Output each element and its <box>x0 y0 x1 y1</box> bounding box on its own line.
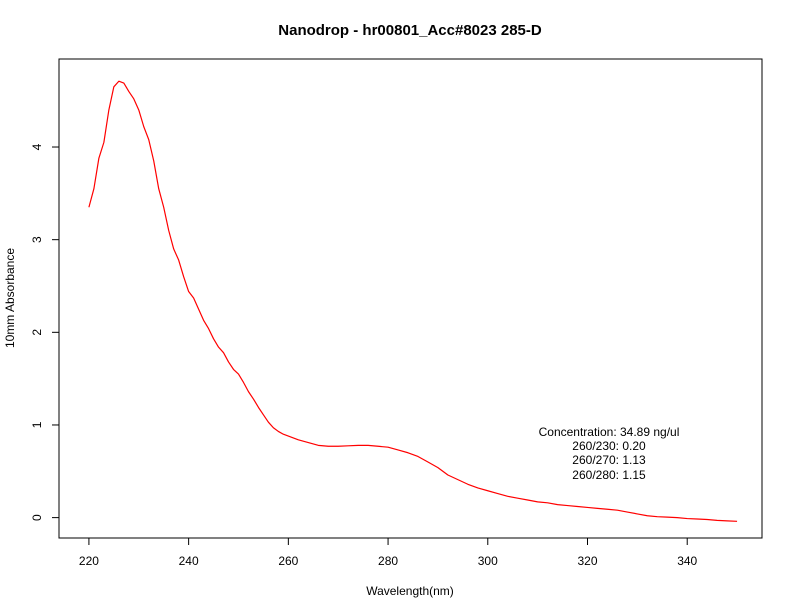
annotation-ratio-260-280: 260/280: 1.15 <box>572 468 646 482</box>
absorbance-series-line <box>88 80 738 522</box>
x-tick-label: 260 <box>278 554 298 568</box>
x-tick-label: 220 <box>79 554 99 568</box>
y-axis: 0 1 2 3 4 <box>30 143 60 521</box>
y-tick-label: 3 <box>30 236 44 243</box>
annotation-ratio-260-230: 260/230: 0.20 <box>572 439 646 453</box>
chart-title: Nanodrop - hr00801_Acc#8023 285-D <box>278 22 542 39</box>
x-axis-label: Wavelength(nm) <box>366 584 454 598</box>
y-tick-label: 0 <box>30 514 44 521</box>
y-tick-label: 4 <box>30 143 44 150</box>
plot-frame <box>58 58 763 539</box>
annotation-block: Concentration: 34.89 ng/ul 260/230: 0.20… <box>539 425 680 482</box>
x-tick-label: 320 <box>577 554 597 568</box>
y-axis-label: 10mm Absorbance <box>3 248 17 348</box>
x-tick-label: 240 <box>179 554 199 568</box>
x-tick-label: 280 <box>378 554 398 568</box>
x-tick-label: 300 <box>478 554 498 568</box>
series-layer <box>88 80 738 522</box>
x-axis: 220 240 260 280 300 320 340 <box>79 537 698 568</box>
x-tick-label: 340 <box>677 554 697 568</box>
y-tick-label: 1 <box>30 421 44 428</box>
annotation-ratio-260-270: 260/270: 1.13 <box>572 453 646 467</box>
annotation-concentration: Concentration: 34.89 ng/ul <box>539 425 680 439</box>
y-tick-label: 2 <box>30 329 44 336</box>
